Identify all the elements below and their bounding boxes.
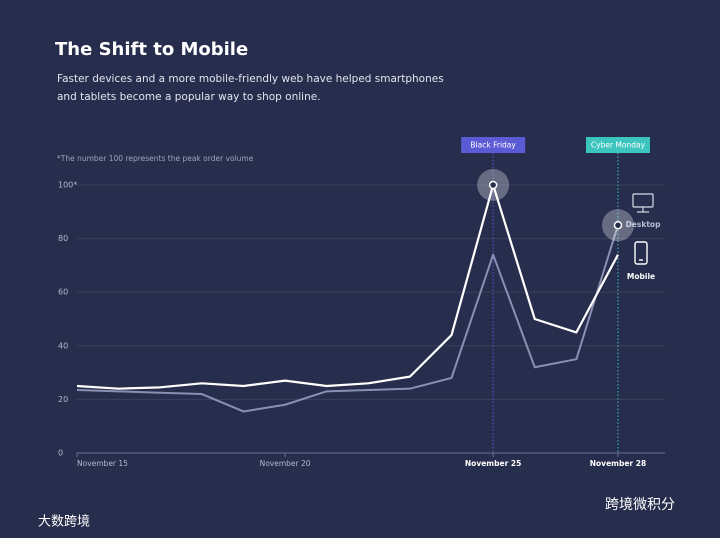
subtitle: Faster devices and a more mobile-friendl… bbox=[57, 73, 444, 85]
annotation-label: Cyber Monday bbox=[591, 141, 646, 150]
legend-label: Desktop bbox=[626, 220, 662, 229]
desktop-icon bbox=[632, 193, 654, 213]
y-tick-label: 60 bbox=[58, 288, 68, 297]
series-line bbox=[76, 183, 619, 390]
x-tick-label: November 15 bbox=[77, 459, 128, 468]
y-tick-label: 100* bbox=[58, 181, 77, 190]
x-tick-label: November 20 bbox=[260, 459, 311, 468]
series-line bbox=[76, 224, 619, 413]
subtitle: and tablets become a popular way to shop… bbox=[57, 91, 321, 103]
note: *The number 100 represents the peak orde… bbox=[57, 154, 254, 163]
highlight-point bbox=[488, 180, 498, 190]
y-tick-label: 40 bbox=[58, 341, 68, 350]
x-tick-label: November 28 bbox=[590, 459, 646, 468]
y-tick-label: 20 bbox=[58, 395, 68, 404]
y-tick-label: 0 bbox=[58, 449, 63, 458]
x-tick-label: November 25 bbox=[465, 459, 521, 468]
annotation-box bbox=[585, 137, 650, 153]
y-tick-label: 80 bbox=[58, 234, 68, 243]
highlight-point bbox=[613, 220, 623, 230]
chart-title: The Shift to Mobile bbox=[55, 39, 248, 60]
annotation-box bbox=[461, 137, 526, 153]
mobile-icon bbox=[634, 241, 648, 265]
watermark: 跨境微积分 bbox=[605, 497, 675, 513]
watermark: 大数跨境 bbox=[38, 515, 90, 530]
legend-label: Mobile bbox=[627, 272, 655, 281]
annotation-label: Black Friday bbox=[470, 141, 516, 150]
